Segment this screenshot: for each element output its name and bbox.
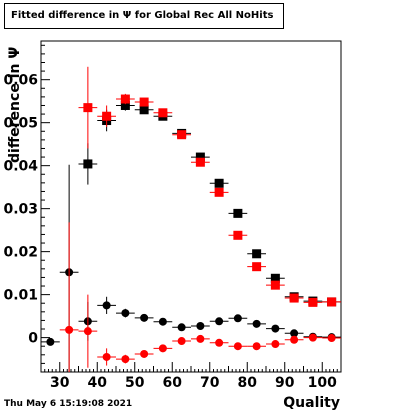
data-point-circle [177,337,186,346]
x-axis: 30 40 50 60 70 80 90 100 [40,362,342,391]
x-tick-label: 100 [308,375,337,391]
x-tick-label: 90 [275,375,295,391]
x-tick-label: 80 [238,375,258,391]
data-point-square [214,187,224,197]
y-tick-label: 0.03 [3,202,38,218]
data-point-square [233,208,243,218]
x-tick-label: 70 [200,375,220,391]
data-point-circle [177,323,186,332]
y-tick-label: 0.05 [3,116,38,132]
data-point-circle [140,349,149,358]
data-point-circle [233,342,242,351]
data-point-circle [308,333,317,342]
data-point-circle [290,329,299,338]
data-point-square [270,273,280,283]
y-axis: 0 0.01 0.02 0.03 0.04 0.05 0.06 [3,44,50,373]
data-point-square [102,111,112,121]
data-point-circle [215,317,224,326]
x-tick-label: 50 [125,375,145,391]
data-point-circle [83,327,92,336]
data-point-square [233,230,243,240]
x-tick-label: 30 [50,375,70,391]
y-axis-label: difference in Ψ [7,46,23,163]
y-tick-label: 0 [28,331,38,347]
data-point-square [214,178,224,188]
data-point-square [83,103,93,113]
data-point-square [195,152,205,162]
data-point-circle [233,314,242,323]
data-point-circle [121,309,130,318]
x-tick-label: 40 [88,375,108,391]
data-point-circle [121,355,130,364]
data-point-square [139,105,149,115]
data-point-circle [46,337,55,346]
data-point-circle [158,344,167,353]
data-point-circle [65,325,74,334]
data-point-circle [140,313,149,322]
data-series [41,66,341,372]
data-point-circle [102,352,111,361]
data-point-circle [102,301,111,310]
data-point-square [120,94,130,104]
data-point-square [327,297,337,307]
data-point-circle [252,319,261,328]
data-point-circle [271,340,280,349]
y-tick-label: 0.01 [3,288,38,304]
data-point-square [120,100,130,110]
data-point-square [158,108,168,118]
y-tick-label: 0.06 [3,73,38,89]
chart-title: Fitted difference in Ψ for Global Rec Al… [4,3,284,29]
data-point-circle [290,335,299,344]
data-point-square [289,293,299,303]
data-point-square [270,280,280,290]
data-point-square [139,97,149,107]
data-point-square [252,249,262,259]
data-point-circle [196,334,205,343]
y-tick-label: 0.02 [3,245,38,261]
data-point-square [177,130,187,140]
data-point-square [195,157,205,167]
timestamp-footer: Thu May 6 15:19:08 2021 [4,399,133,409]
data-point-square [83,159,93,169]
data-point-circle [158,317,167,326]
data-point-square [308,297,318,307]
x-tick-label: 60 [163,375,183,391]
data-point-circle [196,322,205,331]
data-point-circle [327,334,336,343]
x-axis-label: Quality [283,395,340,411]
data-point-circle [271,324,280,333]
y-tick-label: 0.04 [3,159,38,175]
data-point-circle [252,342,261,351]
data-point-square [252,262,262,272]
data-point-circle [215,338,224,347]
